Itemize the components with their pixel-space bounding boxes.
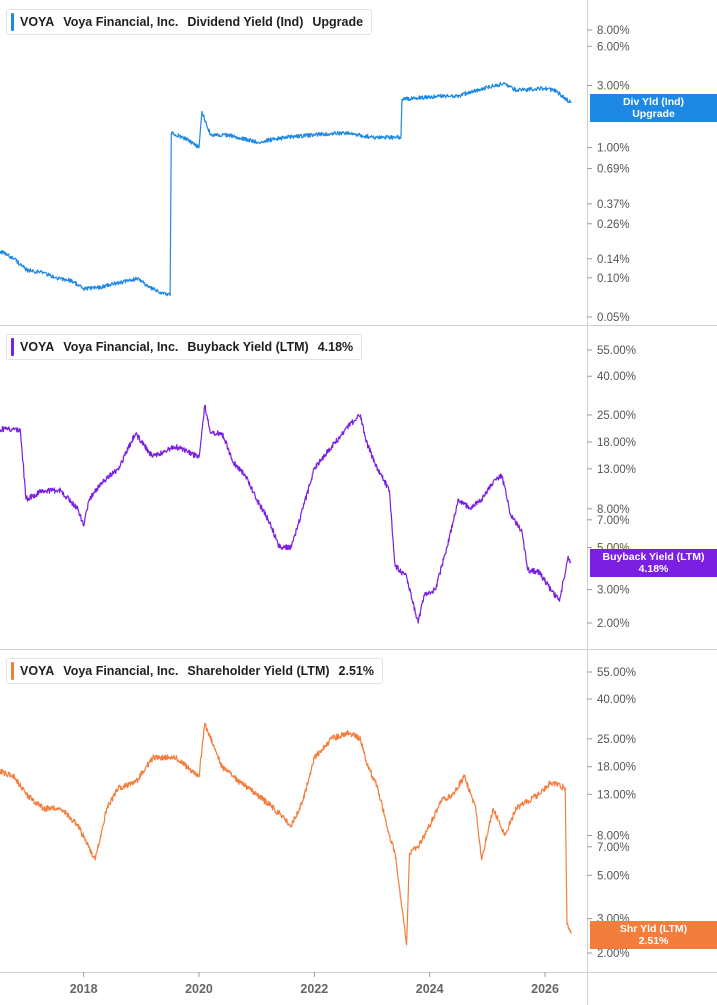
x-tick-label: 2022 [300, 982, 328, 996]
legend-metric: Dividend Yield (Ind) [187, 15, 304, 29]
y-tick-label: 5.00% [597, 870, 630, 882]
y-tick-label: 55.00% [597, 345, 636, 357]
y-tick-label: 8.00% [597, 25, 630, 37]
legend-metric: Buyback Yield (LTM) [187, 340, 309, 354]
y-tick-label: 8.00% [597, 504, 630, 516]
y-tick-label: 2.00% [597, 618, 630, 630]
y-tick-label: 40.00% [597, 694, 636, 706]
legend-company: Voya Financial, Inc. [63, 664, 179, 678]
y-tick-label: 13.00% [597, 464, 636, 476]
x-axis: 2018 2020 2022 2024 2026 [70, 972, 559, 996]
last-value-tag-buyback: Buyback Yield (LTM) 4.18% [590, 549, 717, 577]
legend-swatch-dividend [11, 13, 14, 31]
y-tick-label: 0.37% [597, 199, 630, 211]
legend-company: Voya Financial, Inc. [63, 340, 179, 354]
y-tick-label: 7.00% [597, 842, 630, 854]
legend-shareholder-yield[interactable]: VOYA Voya Financial, Inc. Shareholder Yi… [6, 658, 383, 684]
y-tick-label: 18.00% [597, 762, 636, 774]
y-tick-label: 0.26% [597, 219, 630, 231]
x-tick-label: 2020 [185, 982, 213, 996]
y-tick-label: 25.00% [597, 734, 636, 746]
tag-line1: Div Yld (Ind) [622, 96, 685, 108]
y-tick-label: 13.00% [597, 789, 636, 801]
x-tick-label: 2026 [531, 982, 559, 996]
series-line [0, 722, 572, 946]
tag-line2: Upgrade [632, 108, 675, 120]
y-tick-label: 0.05% [597, 312, 630, 324]
y-tick-label: 6.00% [597, 41, 630, 53]
tag-line1: Buyback Yield (LTM) [602, 551, 705, 563]
tag-line1: Shr Yld (LTM) [619, 923, 688, 935]
y-tick-label: 40.00% [597, 371, 636, 383]
series-line [0, 404, 572, 624]
y-tick-label: 0.10% [597, 273, 630, 285]
y-axes: 8.00% 6.00% 3.00% 1.00% 0.69% 0.37% 0.26% 0.14%… [587, 25, 636, 960]
plot-area [0, 82, 572, 946]
y-tick-label: 18.00% [597, 437, 636, 449]
legend-value: Upgrade [312, 15, 364, 29]
y-tick-label: 2.00% [597, 948, 630, 960]
x-tick-label: 2024 [416, 982, 444, 996]
legend-metric: Shareholder Yield (LTM) [187, 664, 330, 678]
y-tick-label: 8.00% [597, 830, 630, 842]
legend-ticker: VOYA [20, 340, 55, 354]
legend-dividend-yield[interactable]: VOYA Voya Financial, Inc. Dividend Yield… [6, 9, 373, 35]
tag-line2: 4.18% [638, 563, 669, 575]
y-tick-label: 3.00% [597, 80, 630, 92]
y-tick-label: 25.00% [597, 410, 636, 422]
legend-ticker: VOYA [20, 15, 55, 29]
last-value-tag-dividend: Div Yld (Ind) Upgrade [590, 94, 717, 122]
legend-swatch-shareholder [11, 662, 14, 680]
series-line [0, 82, 572, 297]
tag-line2: 2.51% [638, 935, 669, 947]
last-value-tag-shareholder: Shr Yld (LTM) 2.51% [590, 921, 717, 949]
y-tick-label: 7.00% [597, 515, 630, 527]
y-tick-label: 0.14% [597, 254, 630, 266]
legend-value: 2.51% [338, 664, 374, 678]
legend-ticker: VOYA [20, 664, 55, 678]
x-tick-label: 2018 [70, 982, 98, 996]
y-tick-label: 0.69% [597, 164, 630, 176]
legend-swatch-buyback [11, 338, 14, 356]
legend-company: Voya Financial, Inc. [63, 15, 179, 29]
legend-buyback-yield[interactable]: VOYA Voya Financial, Inc. Buyback Yield … [6, 334, 363, 360]
legend-value: 4.18% [317, 340, 354, 354]
y-tick-label: 55.00% [597, 667, 636, 679]
y-tick-label: 1.00% [597, 143, 630, 155]
y-tick-label: 3.00% [597, 585, 630, 597]
